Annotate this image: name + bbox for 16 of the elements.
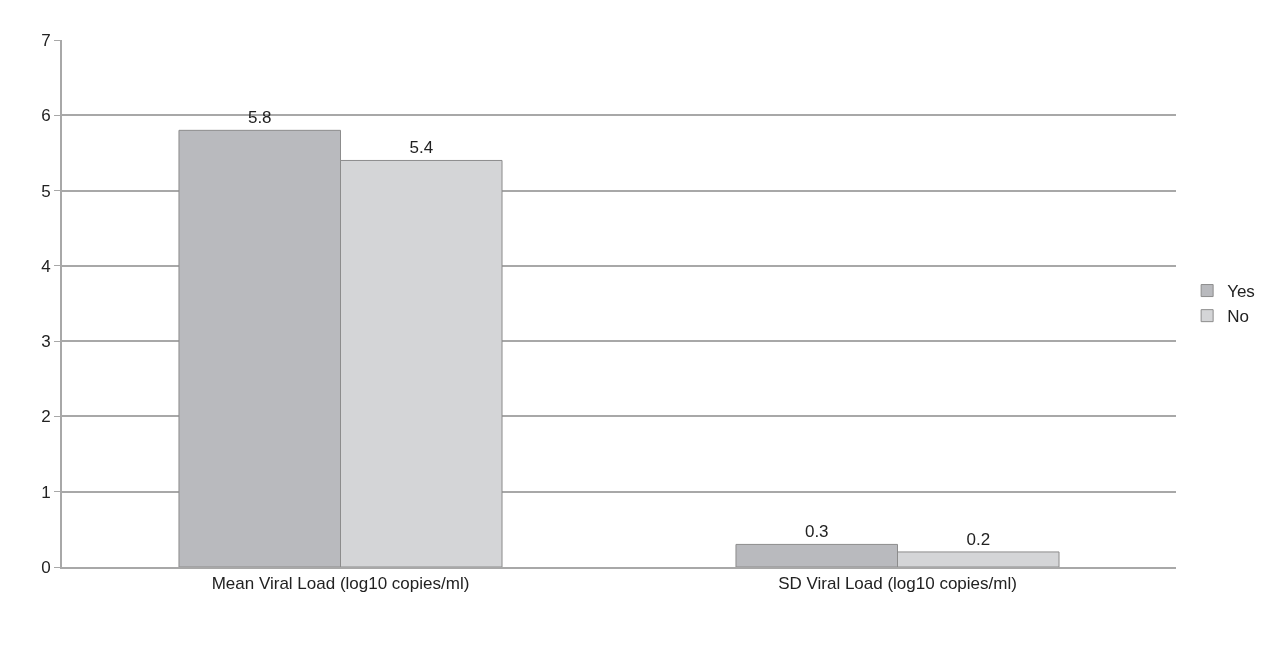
legend-label: No	[1227, 307, 1249, 327]
y-tick-label: 3	[41, 332, 51, 352]
y-tick-label: 1	[41, 482, 51, 502]
y-tick-label: 2	[41, 407, 51, 427]
legend-label: Yes	[1227, 282, 1255, 302]
x-tick-label: Mean Viral Load (log10 copies/ml)	[211, 574, 470, 594]
data-label: 5.4	[409, 138, 434, 158]
x-tick-label: SD Viral Load (log10 copies/ml)	[778, 574, 1017, 594]
y-tick-label: 0	[41, 557, 51, 577]
data-label: 0.2	[966, 529, 991, 549]
y-tick-label: 7	[41, 30, 51, 50]
y-tick-label: 4	[41, 256, 51, 276]
y-tick-label: 5	[41, 181, 51, 201]
data-label: 0.3	[804, 522, 829, 542]
y-tick-label: 6	[41, 106, 51, 126]
data-label: 5.8	[247, 108, 272, 128]
